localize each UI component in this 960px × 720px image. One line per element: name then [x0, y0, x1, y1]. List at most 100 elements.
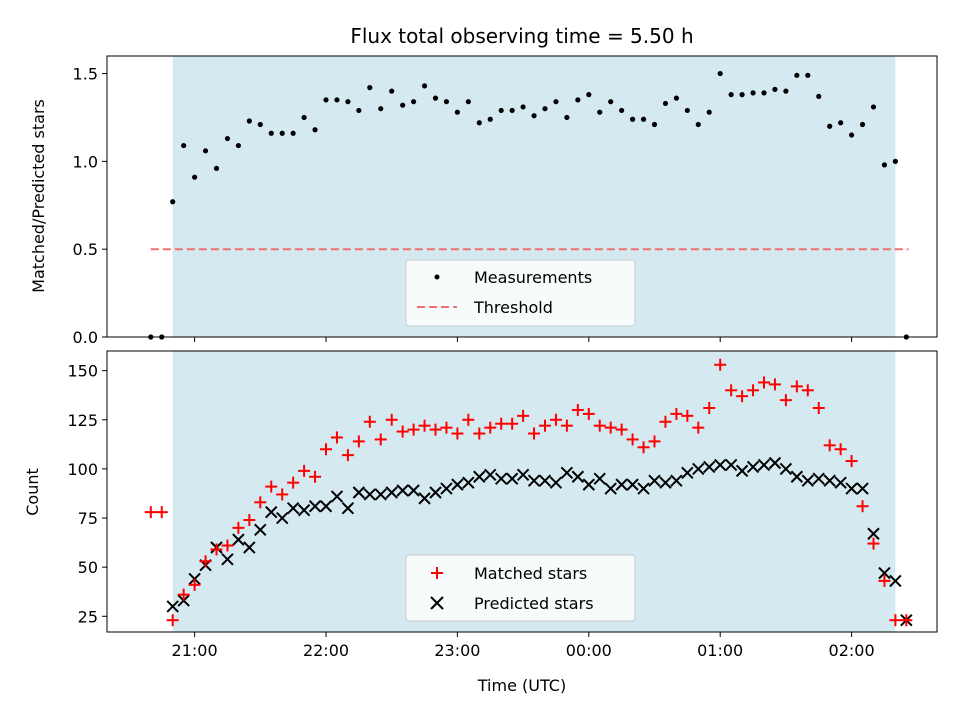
predicted-stars-point	[407, 484, 420, 497]
matched-stars-point	[757, 376, 770, 389]
matched-stars-point	[407, 423, 420, 436]
measurement-point	[224, 135, 231, 142]
legend-label-matched-stars: Matched stars	[474, 564, 587, 583]
matched-stars-point	[681, 409, 694, 422]
measurement-point	[816, 93, 822, 99]
measurement-point	[608, 99, 614, 105]
measurement-point	[170, 199, 176, 205]
predicted-stars-point	[494, 472, 508, 485]
measurement-point	[586, 92, 592, 98]
measurement-point	[640, 116, 647, 122]
matched-stars-point	[429, 423, 442, 436]
matched-stars-point	[900, 614, 913, 627]
top-legend-box	[405, 259, 636, 327]
measurement-point	[279, 130, 285, 136]
measurement-point	[181, 142, 187, 149]
predicted-stars-point	[812, 472, 825, 485]
matched-stars-point	[615, 423, 628, 436]
predicted-stars-point	[286, 501, 300, 515]
predicted-stars-point	[429, 486, 442, 499]
x-tick-label: 00:00	[566, 641, 612, 660]
measurement-point	[213, 165, 220, 171]
legend-label-threshold: Threshold	[473, 298, 553, 317]
bottom-y-tick-label: 50	[78, 558, 98, 577]
predicted-stars-point	[473, 470, 486, 483]
matched-stars-point	[462, 413, 475, 426]
measurement-point	[706, 109, 712, 115]
matched-stars-point	[144, 506, 157, 519]
matched-stars-point	[736, 390, 749, 403]
matched-stars-point	[177, 588, 190, 601]
measurement-point	[290, 130, 296, 136]
predicted-stars-point	[440, 482, 453, 495]
matched-stars-point	[484, 421, 497, 434]
measurement-point	[509, 107, 515, 114]
measurement-point	[400, 102, 406, 108]
top-y-tick-label: 1.0	[73, 152, 98, 171]
measurement-point	[662, 100, 669, 107]
predicted-stars-point	[527, 474, 541, 487]
top-y-axis-label: Matched/Predicted stars	[29, 99, 48, 293]
matched-stars-point	[232, 521, 245, 534]
predicted-stars-point	[582, 478, 596, 491]
bottom-plot-frame	[106, 350, 938, 633]
predicted-stars-point	[724, 458, 738, 472]
predicted-stars-point	[254, 523, 267, 537]
matched-stars-point	[823, 439, 836, 452]
predicted-stars-point	[560, 466, 574, 480]
predicted-stars-point	[703, 460, 716, 474]
measurement-point	[739, 92, 745, 98]
legend-marker-matched-stars	[431, 567, 443, 579]
matched-stars-point	[298, 464, 311, 477]
matched-stars-point	[571, 403, 584, 416]
measurement-point	[235, 142, 241, 149]
matched-stars-point	[549, 413, 562, 426]
bottom-y-tick-label: 125	[67, 411, 98, 430]
matched-stars-point	[593, 419, 606, 432]
measurement-point	[684, 107, 690, 114]
measurement-point	[673, 95, 679, 101]
predicted-stars-point	[418, 492, 431, 505]
predicted-stars-point	[166, 600, 179, 613]
measurement-point	[651, 121, 658, 128]
measurement-point	[761, 90, 767, 96]
predicted-stars-point	[363, 488, 377, 501]
x-tick-label: 02:00	[829, 641, 875, 660]
matched-stars-point	[451, 427, 464, 440]
measurement-point	[717, 70, 723, 77]
matched-stars-point	[779, 394, 792, 407]
measurement-point	[421, 83, 428, 89]
predicted-stars-point	[823, 474, 836, 487]
predicted-stars-point	[746, 460, 760, 474]
bottom-legend: Matched stars Predicted stars	[405, 554, 636, 622]
measurement-point	[629, 116, 636, 122]
matched-stars-point	[243, 513, 256, 526]
bottom-y-tick-label: 25	[78, 607, 98, 626]
predicted-stars-point	[889, 574, 902, 588]
matched-stars-point	[199, 555, 212, 568]
legend-marker-measurements	[434, 274, 440, 280]
predicted-stars-point	[845, 482, 858, 495]
bottom-y-tick-label: 100	[67, 460, 98, 479]
matched-stars-point	[440, 421, 453, 434]
measurement-point	[246, 118, 252, 124]
top-y-tick-label: 1.5	[73, 65, 98, 84]
predicted-stars-point	[571, 470, 585, 483]
top-legend: Measurements Threshold	[405, 259, 636, 327]
predicted-stars-point	[713, 458, 727, 472]
predicted-stars-point	[221, 553, 234, 566]
matched-stars-point	[604, 421, 617, 434]
top-panel: 0.0 0.5 1.0 1.5 Flux total observing time =…	[29, 24, 938, 347]
measurement-point	[268, 130, 274, 136]
x-tick-label: 22:00	[303, 641, 349, 660]
measurement-point	[498, 107, 504, 114]
matched-stars-point	[155, 506, 168, 519]
measurement-point	[465, 99, 471, 105]
predicted-stars-point	[451, 478, 464, 491]
predicted-stars-point	[462, 476, 475, 489]
x-tick-label: 21:00	[172, 641, 218, 660]
matched-stars-point	[889, 614, 902, 627]
matched-stars-point	[385, 413, 398, 426]
matched-stars-point	[560, 419, 573, 432]
